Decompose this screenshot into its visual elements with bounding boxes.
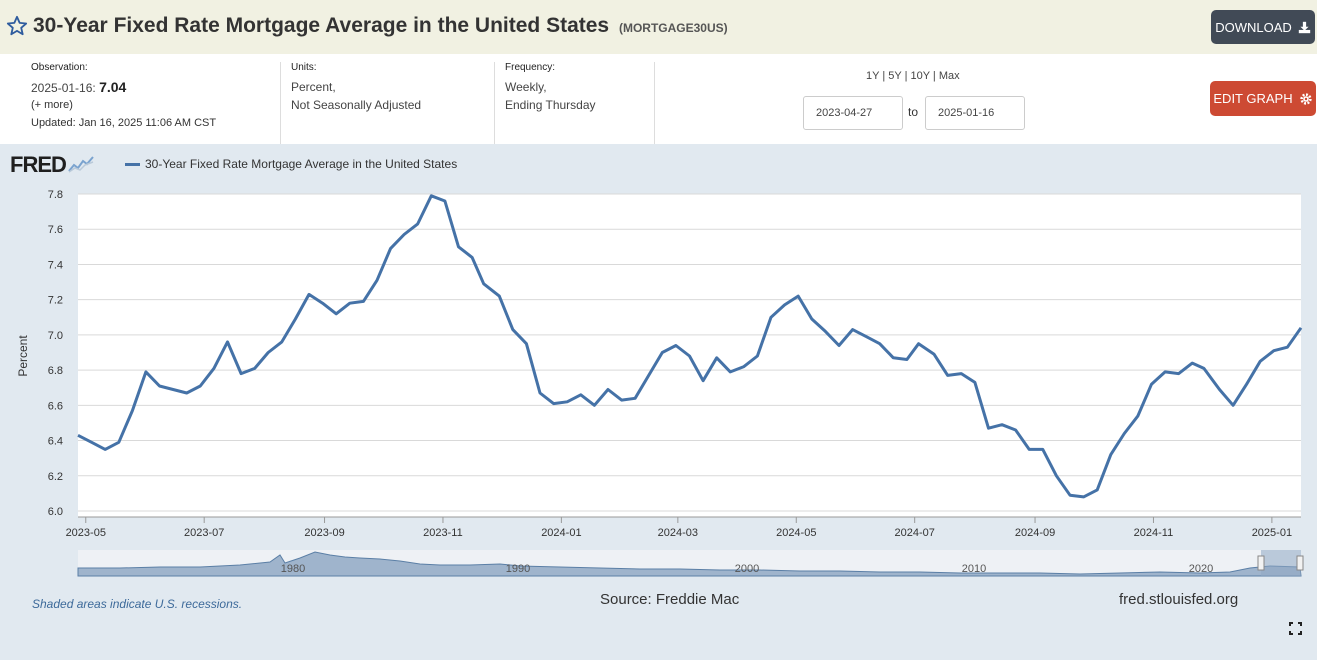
frequency-line1: Weekly, [505,80,547,94]
y-tick-label: 6.4 [48,436,63,448]
fred-logo[interactable]: FRED [10,152,94,178]
y-tick-label: 6.6 [48,400,63,412]
recession-note: Shaded areas indicate U.S. recessions. [32,597,243,611]
y-tick-label: 6.8 [48,365,63,377]
units-line1: Percent, [291,80,336,94]
x-tick-label: 2024-03 [658,527,698,539]
legend-swatch [125,163,140,166]
observation-block: Observation: 2025-01-16: 7.04 (+ more) U… [31,62,216,132]
x-tick-label: 2024-01 [541,527,581,539]
x-tick-label: 2024-07 [894,527,934,539]
page-title: 30-Year Fixed Rate Mortgage Average in t… [33,14,728,38]
frequency-block: Frequency: Weekly, Ending Thursday [505,62,596,114]
observation-date: 2025-01-16: [31,81,96,95]
end-date-input[interactable]: 2025-01-16 [925,96,1025,130]
edit-graph-button[interactable]: EDIT GRAPH [1210,81,1316,116]
x-tick-label: 2023-05 [66,527,106,539]
gear-icon [1299,92,1312,105]
divider [280,62,281,144]
site-link[interactable]: fred.stlouisfed.org [1119,591,1239,608]
x-tick-label: 2024-05 [776,527,816,539]
download-icon [1298,21,1310,33]
observation-line: 2025-01-16: 7.04 [31,78,216,97]
line-chart: 6.0 6.2 6.4 6.6 6.8 7.0 7.2 7.4 7.6 7.8 2023-05 20… [16,189,1304,577]
x-tick-label: 2023-07 [184,527,224,539]
y-axis-label: Percent [16,335,30,377]
series-title: 30-Year Fixed Rate Mortgage Average in t… [33,14,610,37]
divider [494,62,495,144]
fullscreen-icon[interactable] [1289,622,1302,635]
x-tick-label: 2023-09 [304,527,344,539]
navigator-label: 1980 [281,563,305,575]
source-text: Source: Freddie Mac [600,591,740,608]
y-tick-label: 7.4 [48,259,63,271]
range-5y-link[interactable]: 5Y [888,70,902,82]
y-tick-label: 6.2 [48,471,63,483]
frequency-label: Frequency: [505,62,556,73]
range-links: 1Y | 5Y | 10Y | Max [866,70,960,82]
navigator-label: 2000 [735,563,759,575]
observation-label: Observation: [31,62,88,73]
download-button[interactable]: DOWNLOAD [1211,10,1315,44]
y-tick-label: 7.6 [48,224,63,236]
x-tick-label: 2024-11 [1134,527,1174,539]
frequency-line2: Ending Thursday [505,98,596,112]
legend-label: 30-Year Fixed Rate Mortgage Average in t… [145,157,458,171]
navigator-label: 2020 [1189,563,1213,575]
download-label: DOWNLOAD [1215,19,1292,35]
edit-graph-label: EDIT GRAPH [1213,91,1293,106]
more-link[interactable]: (+ more) [31,99,73,111]
updated-text: Updated: Jan 16, 2025 11:06 AM CST [31,117,217,129]
star-icon[interactable] [6,15,28,37]
range-10y-link[interactable]: 10Y [910,70,930,82]
to-label: to [908,105,919,119]
units-line2: Not Seasonally Adjusted [291,98,422,112]
divider [654,62,655,144]
y-tick-label: 6.0 [48,506,63,518]
start-date-input[interactable]: 2023-04-27 [803,96,903,130]
y-tick-label: 7.8 [48,189,63,201]
range-max-link[interactable]: Max [938,70,960,82]
y-tick-label: 7.2 [48,295,63,307]
y-tick-label: 7.0 [48,330,63,342]
navigator-label: 2010 [962,563,986,575]
x-tick-label: 2025-01 [1252,527,1292,539]
observation-value: 7.04 [99,79,127,95]
units-label: Units: [291,62,317,73]
x-tick-label: 2024-09 [1015,527,1055,539]
range-1y-link[interactable]: 1Y [866,70,880,82]
navigator-label: 1990 [506,563,530,575]
logo-graph-icon [67,155,94,173]
units-block: Units: Percent, Not Seasonally Adjusted [291,62,421,114]
fred-logo-text: FRED [10,152,67,177]
x-tick-label: 2023-11 [423,527,463,539]
series-id: (MORTGAGE30US) [618,21,728,35]
range-navigator[interactable]: 1980 1990 2000 2010 2020 [77,550,1304,577]
title-bar: 30-Year Fixed Rate Mortgage Average in t… [0,0,1317,54]
